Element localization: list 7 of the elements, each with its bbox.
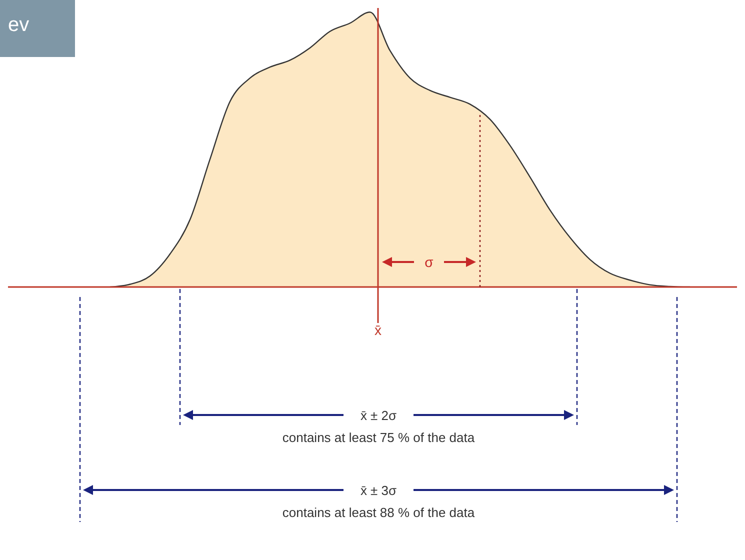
text: contains at least 88 % of the data <box>282 505 476 520</box>
text: x̄ ± 2σ <box>360 408 397 423</box>
text: ev <box>0 0 75 57</box>
text: contains at least 75 % of the data <box>282 430 476 445</box>
text: x̄ ± 3σ <box>360 483 397 498</box>
text: x̄ <box>374 322 382 338</box>
annotation: σ <box>424 254 434 270</box>
